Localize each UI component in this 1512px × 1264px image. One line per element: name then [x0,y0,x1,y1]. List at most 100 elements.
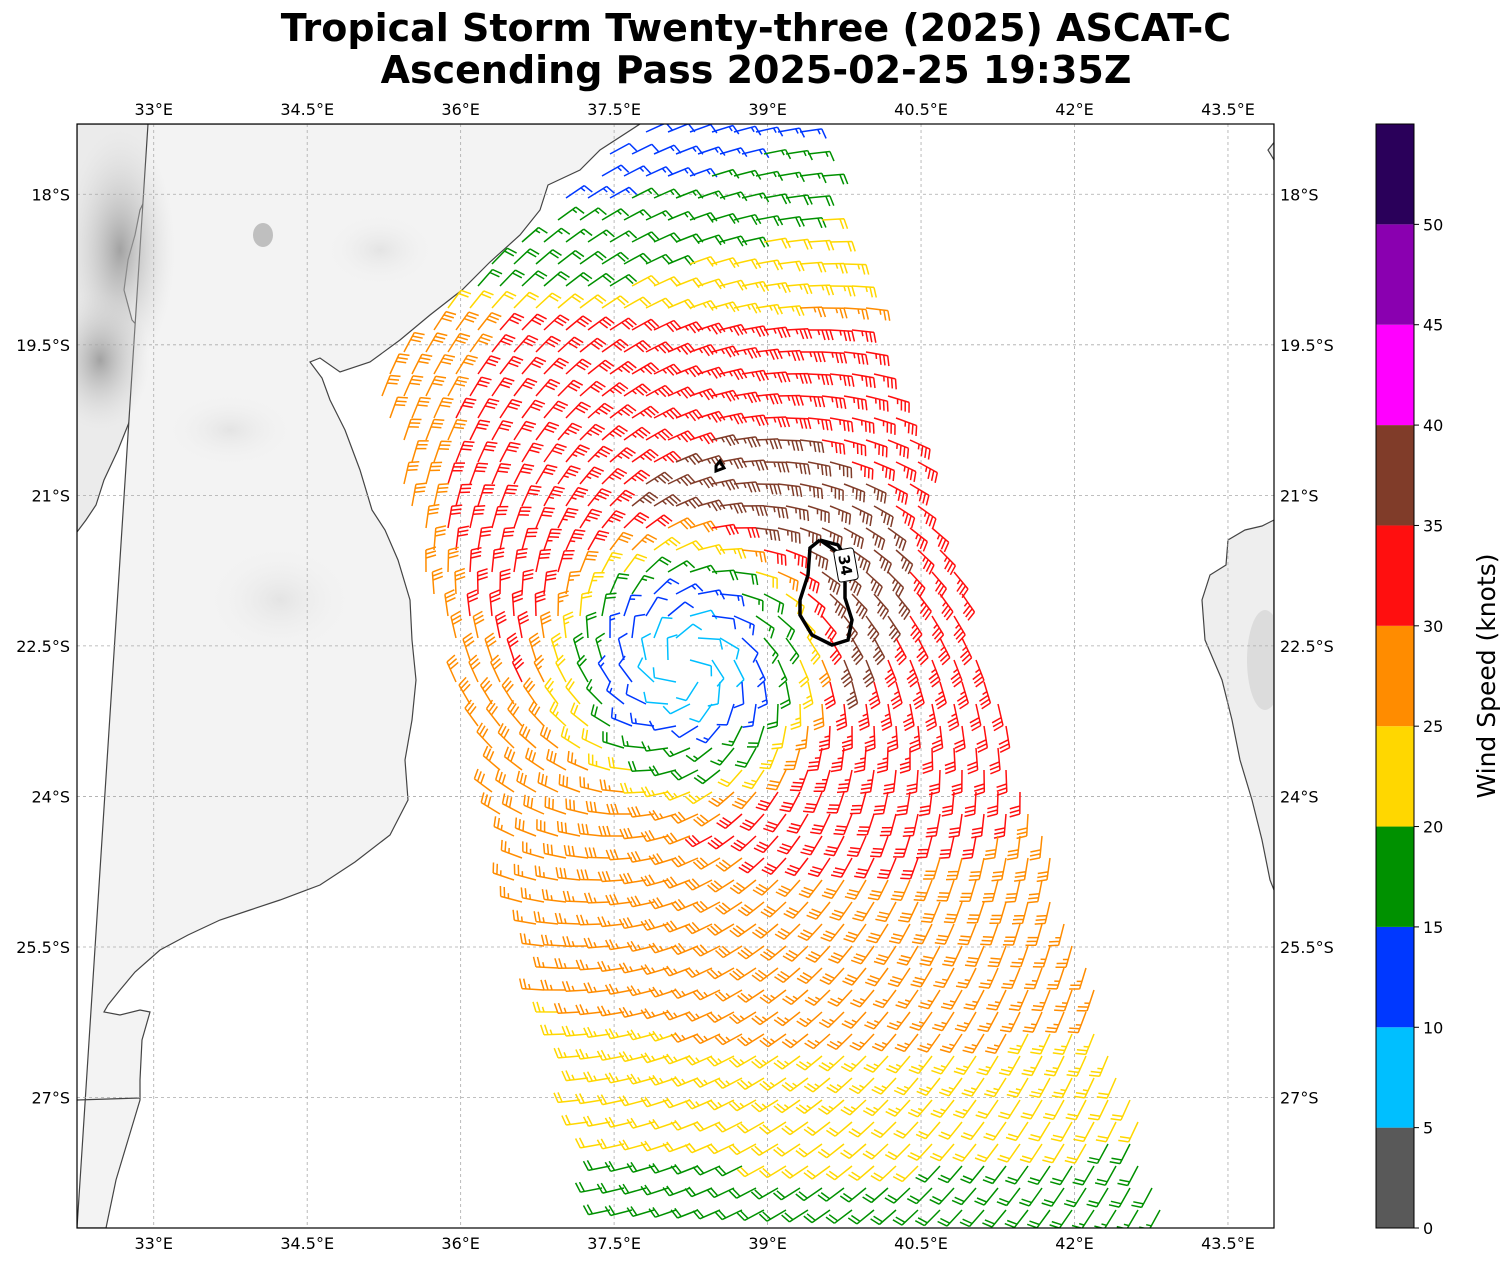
wind-barb [777,483,803,498]
wind-barb [1032,945,1051,968]
wind-barb [1131,1187,1153,1209]
wind-barb [896,945,919,966]
wind-barb [606,803,632,815]
wind-barb [707,681,721,707]
wind-barb [799,395,826,408]
wind-barb [763,505,789,519]
wind-barb [841,1011,867,1029]
wind-barb [987,791,999,818]
wind-barb [601,467,628,485]
wind-barb [759,1121,787,1135]
wind-barb [968,857,985,881]
wind-barb [729,879,757,895]
wind-barb [640,830,669,843]
wind-barb [807,549,829,571]
wind-barb [1076,989,1095,1012]
wind-barb [782,945,809,962]
gridlines [77,124,1274,1228]
wind-barb [728,1187,757,1199]
wind-barb [785,505,810,522]
wind-barb [1007,1033,1029,1055]
wind-barb [579,591,593,617]
wind-barb [871,1077,897,1095]
wind-barb [557,249,585,265]
wind-barb [662,790,691,801]
wind-barb [825,1121,853,1137]
wind-barb [741,459,769,471]
wind-barb [643,691,669,705]
wind-barb [830,857,853,878]
wind-barb [862,1143,889,1160]
wind-barb [808,329,834,341]
wind-barb [999,1011,1021,1033]
lat-tick-label: 18°S [1280,185,1319,204]
wind-barb [1027,879,1043,904]
wind-barb [777,305,805,317]
wind-barb [880,703,893,731]
wind-barb [476,568,488,595]
wind-barb [623,383,651,397]
wind-barb [543,569,558,595]
wind-barb [499,312,525,331]
wind-barb [645,556,672,573]
wind-barb [596,1182,625,1194]
wind-barb [947,703,960,732]
wind-barb [818,1055,845,1072]
lat-tick-label: 22.5°S [16,637,70,656]
wind-barb [799,483,824,500]
wind-barb [751,1011,779,1026]
wind-barb [411,353,433,375]
wind-barb [425,461,443,485]
wind-barb [909,571,926,598]
wind-barb [706,1099,735,1111]
wind-barb [549,701,567,727]
wind-barb [899,748,911,774]
wind-barb [757,681,768,709]
wind-barb [873,549,892,574]
wind-barb [840,1143,867,1160]
colorbar-tick-label: 5 [1423,1119,1433,1138]
lat-tick-label: 19.5°S [16,336,70,355]
wind-barb [959,637,973,666]
wind-barb [689,211,718,223]
wind-barb [692,944,721,957]
wind-barb [558,774,581,793]
wind-barb [730,835,757,852]
wind-barb [934,923,955,945]
lon-tick-label: 39°E [748,1234,786,1253]
wind-barb [507,699,523,727]
wind-barb [759,1033,787,1048]
wind-barb [479,676,493,705]
wind-barb [447,375,469,397]
wind-barb [554,912,581,925]
wind-barb [587,572,605,595]
colorbar-bin [1376,1127,1414,1228]
wind-barb [557,590,569,617]
wind-barb [993,813,1007,839]
wind-barb [585,800,611,815]
wind-barb [959,1209,985,1228]
wind-barb [728,1143,757,1156]
wind-barb [540,979,567,991]
lon-tick-label: 42°E [1055,100,1093,119]
colorbar-tick-label: 15 [1423,918,1443,937]
wind-barb [939,549,957,576]
wind-barb [751,1055,779,1069]
wind-barb [576,869,603,881]
wind-barb [662,747,691,758]
wind-barb [829,637,842,666]
wind-barb [577,823,603,837]
wind-barb [925,703,938,732]
wind-barb [585,611,597,639]
wind-barb [741,769,765,790]
wind-barb [865,527,886,551]
wind-barb [900,857,919,880]
wind-barb [477,355,501,375]
wind-barb [539,611,552,639]
wind-barb [821,262,848,274]
wind-barb [411,440,429,463]
wind-barb [522,677,537,705]
wind-barb [763,237,791,249]
wind-barb [381,374,401,397]
wind-barb [785,194,813,206]
